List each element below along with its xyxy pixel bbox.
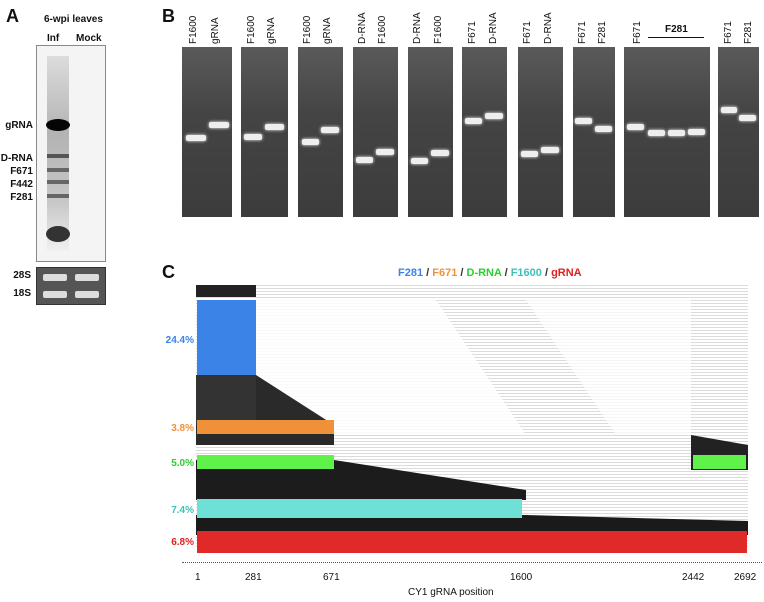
block-grna <box>197 531 747 553</box>
pct-f1600: 7.4% <box>171 505 194 516</box>
tick-1600: 1600 <box>510 572 533 583</box>
legend-sep: / <box>541 267 552 279</box>
legend-sep: / <box>423 267 433 279</box>
gel10-lane2-label: F281 <box>743 21 754 44</box>
gel-6 <box>462 47 507 217</box>
panel-c-legend: F281 / F671 / D-RNA / F1600 / gRNA <box>398 263 582 281</box>
block-f281 <box>197 300 256 375</box>
gel9-group-line <box>648 37 704 38</box>
tick-2692: 2692 <box>734 572 757 583</box>
gel6-lane1-label: F671 <box>467 21 478 44</box>
gel8-lane2-label: F281 <box>597 21 608 44</box>
gel-2 <box>241 47 288 217</box>
block-f671 <box>197 420 334 434</box>
block-drna-left <box>197 455 334 469</box>
rrna-blot <box>36 267 106 305</box>
gel1-lane2-label: gRNA <box>210 17 221 44</box>
label-18s: 18S <box>13 288 31 299</box>
panel-c-letter: C <box>162 262 175 282</box>
pct-f281: 24.4% <box>165 335 194 346</box>
gel3-lane1-label: F1600 <box>302 15 313 44</box>
gel-10 <box>718 47 759 217</box>
legend-f1600: F1600 <box>510 267 542 279</box>
tick-281: 281 <box>245 572 262 583</box>
gel2-lane2-label: gRNA <box>266 17 277 44</box>
panel-a-letter: A <box>6 6 19 26</box>
label-f671: F671 <box>10 166 33 177</box>
gel-9 <box>624 47 710 217</box>
gel8-lane1-label: F671 <box>577 21 588 44</box>
gel9-group-label: F281 <box>665 24 688 35</box>
lane-label-inf: Inf <box>47 33 60 44</box>
gel-3 <box>298 47 343 217</box>
gel7-lane2-label: D-RNA <box>543 12 554 44</box>
gel-4 <box>353 47 398 217</box>
gel2-lane1-label: F1600 <box>246 15 257 44</box>
legend-sep: / <box>501 267 511 279</box>
northern-blot-image <box>46 56 70 251</box>
legend-drna: D-RNA <box>466 267 502 279</box>
gel-5 <box>408 47 453 217</box>
panel-a-title: 6-wpi leaves <box>44 14 103 25</box>
legend-f671: F671 <box>432 267 458 279</box>
tick-1: 1 <box>195 572 201 583</box>
gel5-lane1-label: D-RNA <box>412 12 423 44</box>
label-drna: D-RNA <box>0 153 33 164</box>
label-28s: 28S <box>13 270 31 281</box>
gel-7 <box>518 47 563 217</box>
gel6-lane2-label: D-RNA <box>488 12 499 44</box>
lane-label-mock: Mock <box>76 33 102 44</box>
gel-8 <box>573 47 615 217</box>
gel5-lane2-label: F1600 <box>433 15 444 44</box>
northern-blot <box>36 45 106 262</box>
legend-grna: gRNA <box>551 267 582 279</box>
x-axis-label: CY1 gRNA position <box>408 587 494 598</box>
tick-2442: 2442 <box>682 572 705 583</box>
tick-671: 671 <box>323 572 340 583</box>
block-f1600 <box>197 499 522 518</box>
gel10-lane1-label: F671 <box>723 21 734 44</box>
x-axis-line <box>182 562 762 563</box>
gel-1 <box>182 47 232 217</box>
gel7-lane1-label: F671 <box>522 21 533 44</box>
gel9-lane1-label: F671 <box>632 21 643 44</box>
coverage-plot <box>196 285 748 553</box>
pct-f671: 3.8% <box>171 423 194 434</box>
legend-sep: / <box>457 267 467 279</box>
label-grna: gRNA <box>5 120 33 131</box>
label-f442: F442 <box>10 179 33 190</box>
gel3-lane2-label: gRNA <box>322 17 333 44</box>
legend-f281: F281 <box>398 267 424 279</box>
block-drna-right <box>693 455 746 469</box>
label-f281: F281 <box>10 192 33 203</box>
pct-grna: 6.8% <box>171 537 194 548</box>
panel-b-letter: B <box>162 6 175 26</box>
gel4-lane2-label: F1600 <box>377 15 388 44</box>
gel4-lane1-label: D-RNA <box>357 12 368 44</box>
pct-drna: 5.0% <box>171 458 194 469</box>
gel1-lane1-label: F1600 <box>188 15 199 44</box>
